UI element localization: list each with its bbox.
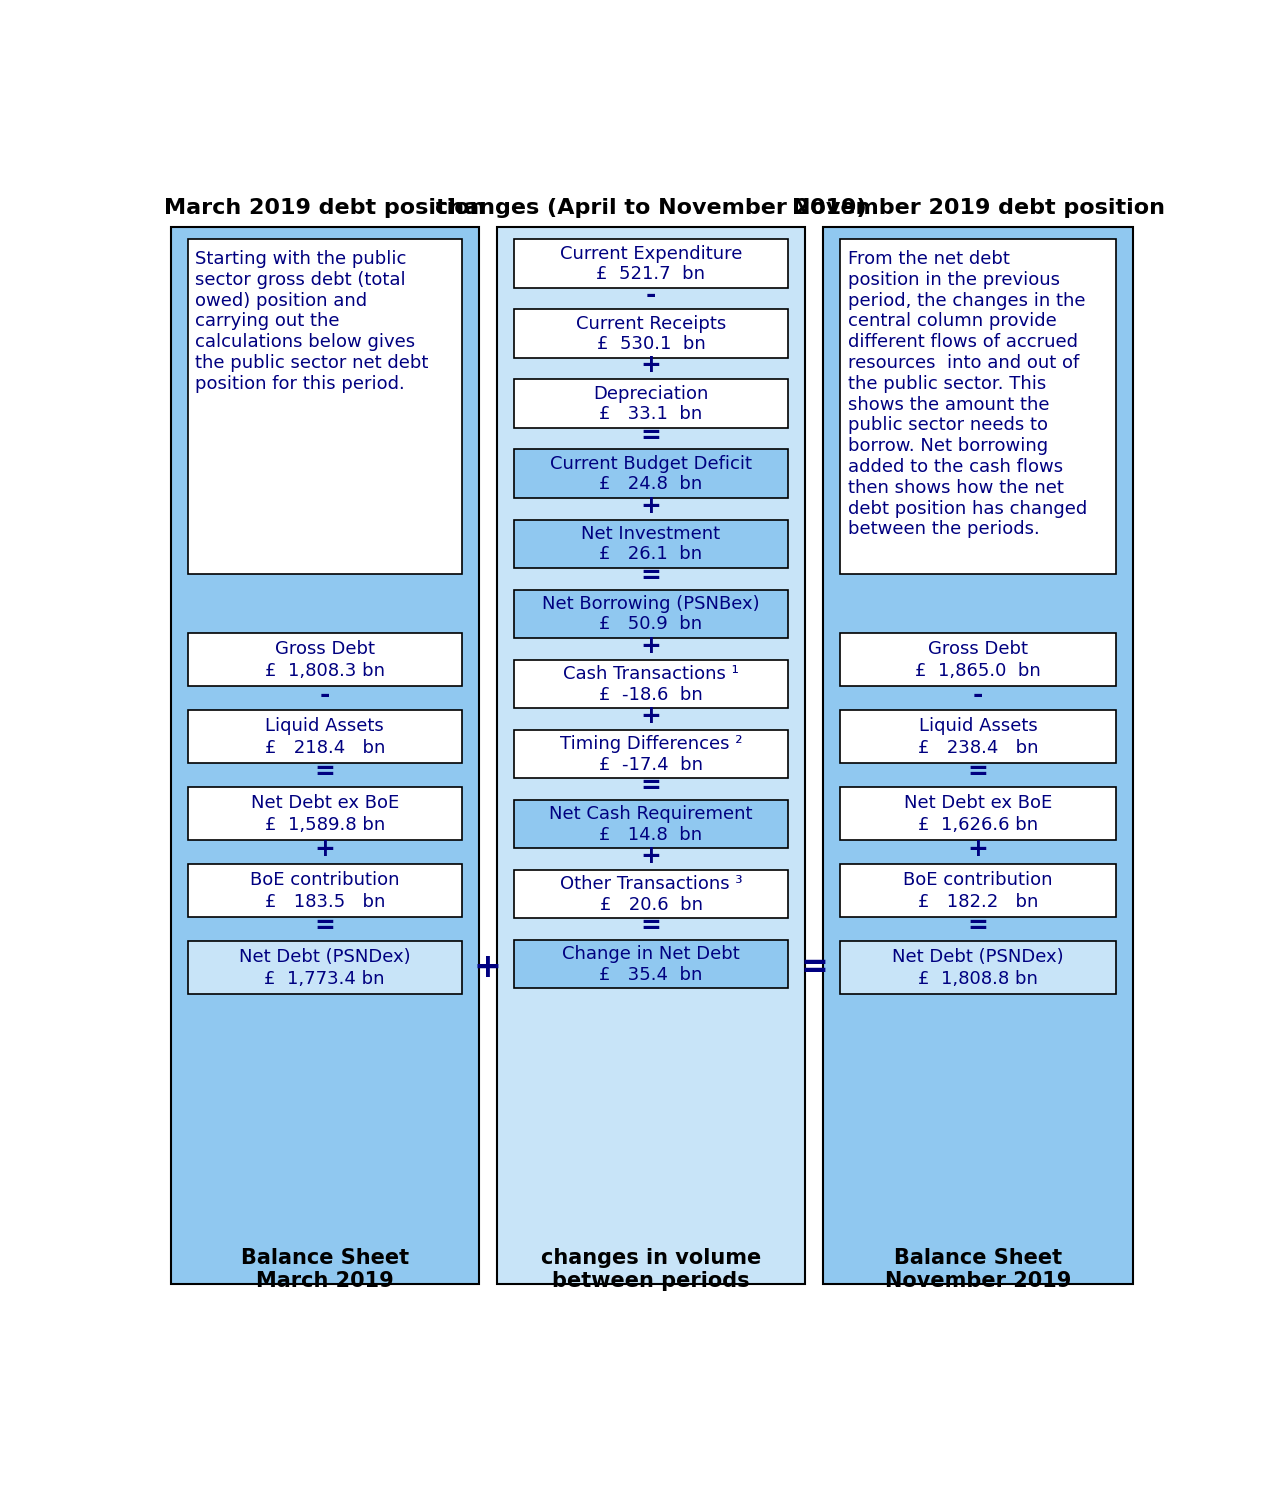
FancyBboxPatch shape <box>840 633 1116 685</box>
Text: £   183.5   bn: £ 183.5 bn <box>264 893 385 911</box>
Text: Gross Debt: Gross Debt <box>275 640 375 658</box>
Text: +: + <box>314 838 336 861</box>
Text: Cash Transactions ¹: Cash Transactions ¹ <box>563 666 738 684</box>
Text: £   24.8  bn: £ 24.8 bn <box>600 475 703 493</box>
Text: BoE contribution: BoE contribution <box>904 872 1052 890</box>
Text: Net Debt (PSNDex): Net Debt (PSNDex) <box>892 948 1064 966</box>
Text: Net Borrowing (PSNBex): Net Borrowing (PSNBex) <box>543 596 760 614</box>
Text: Balance Sheet
November 2019: Balance Sheet November 2019 <box>885 1248 1071 1291</box>
Text: £   50.9  bn: £ 50.9 bn <box>600 615 703 633</box>
Text: =: = <box>641 773 661 797</box>
FancyBboxPatch shape <box>188 239 461 575</box>
Text: £   238.4   bn: £ 238.4 bn <box>918 739 1038 757</box>
Text: Change in Net Debt: Change in Net Debt <box>562 945 740 963</box>
FancyBboxPatch shape <box>513 379 788 428</box>
Text: £  1,773.4 bn: £ 1,773.4 bn <box>264 970 385 988</box>
Text: Net Debt (PSNDex): Net Debt (PSNDex) <box>239 948 411 966</box>
Text: =: = <box>967 760 989 784</box>
Text: Liquid Assets: Liquid Assets <box>919 717 1037 735</box>
Text: £  1,626.6 bn: £ 1,626.6 bn <box>918 817 1038 835</box>
Text: =: = <box>314 760 336 784</box>
FancyBboxPatch shape <box>170 227 479 1284</box>
FancyBboxPatch shape <box>513 941 788 988</box>
Text: Depreciation: Depreciation <box>594 385 709 403</box>
FancyBboxPatch shape <box>188 787 461 841</box>
Text: Net Debt ex BoE: Net Debt ex BoE <box>904 794 1052 812</box>
FancyBboxPatch shape <box>188 942 461 994</box>
Text: £   33.1  bn: £ 33.1 bn <box>600 405 703 424</box>
FancyBboxPatch shape <box>513 730 788 778</box>
Text: +: + <box>641 494 661 518</box>
Text: Gross Debt: Gross Debt <box>928 640 1028 658</box>
Text: £  521.7  bn: £ 521.7 bn <box>596 266 705 284</box>
Text: -: - <box>972 684 984 708</box>
Text: £   218.4   bn: £ 218.4 bn <box>264 739 385 757</box>
FancyBboxPatch shape <box>513 520 788 567</box>
Text: £   20.6  bn: £ 20.6 bn <box>600 896 703 914</box>
Text: =: = <box>641 564 661 588</box>
FancyBboxPatch shape <box>840 942 1116 994</box>
Text: £  -17.4  bn: £ -17.4 bn <box>599 755 703 773</box>
Text: Current Receipts: Current Receipts <box>576 315 726 333</box>
Text: BoE contribution: BoE contribution <box>250 872 399 890</box>
Text: Current Budget Deficit: Current Budget Deficit <box>550 455 752 473</box>
Text: £  530.1  bn: £ 530.1 bn <box>596 336 705 354</box>
FancyBboxPatch shape <box>513 449 788 499</box>
Text: £   35.4  bn: £ 35.4 bn <box>600 966 703 984</box>
FancyBboxPatch shape <box>188 633 461 685</box>
Text: +: + <box>641 354 661 378</box>
Text: From the net debt
position in the previous
period, the changes in the
central co: From the net debt position in the previo… <box>848 249 1087 539</box>
Text: =: = <box>801 951 829 984</box>
Text: Net Investment: Net Investment <box>581 526 721 543</box>
Text: £   14.8  bn: £ 14.8 bn <box>600 826 703 844</box>
Text: =: = <box>641 424 661 448</box>
Text: £  1,808.3 bn: £ 1,808.3 bn <box>264 663 385 681</box>
FancyBboxPatch shape <box>513 239 788 288</box>
Text: £  -18.6  bn: £ -18.6 bn <box>599 685 703 703</box>
Text: £   182.2   bn: £ 182.2 bn <box>918 893 1038 911</box>
Text: £  1,865.0  bn: £ 1,865.0 bn <box>915 663 1041 681</box>
Text: Starting with the public
sector gross debt (total
owed) position and
carrying ou: Starting with the public sector gross de… <box>196 249 428 393</box>
Text: March 2019 debt position: March 2019 debt position <box>164 199 486 218</box>
FancyBboxPatch shape <box>513 870 788 918</box>
Text: changes in volume
between periods: changes in volume between periods <box>541 1248 761 1291</box>
FancyBboxPatch shape <box>513 590 788 638</box>
FancyBboxPatch shape <box>824 227 1132 1284</box>
FancyBboxPatch shape <box>840 864 1116 917</box>
Text: +: + <box>967 838 989 861</box>
Text: £  1,808.8 bn: £ 1,808.8 bn <box>918 970 1038 988</box>
Text: Other Transactions ³: Other Transactions ³ <box>559 875 742 893</box>
Text: +: + <box>474 951 502 984</box>
FancyBboxPatch shape <box>840 711 1116 763</box>
FancyBboxPatch shape <box>840 787 1116 841</box>
Text: +: + <box>641 635 661 658</box>
Text: Timing Differences ²: Timing Differences ² <box>559 735 742 754</box>
FancyBboxPatch shape <box>513 309 788 358</box>
Text: Net Debt ex BoE: Net Debt ex BoE <box>250 794 399 812</box>
Text: =: = <box>314 914 336 938</box>
Text: Net Cash Requirement: Net Cash Requirement <box>549 805 752 823</box>
Text: =: = <box>967 914 989 938</box>
FancyBboxPatch shape <box>513 660 788 708</box>
Text: Liquid Assets: Liquid Assets <box>266 717 384 735</box>
Text: changes (April to November 2019): changes (April to November 2019) <box>435 199 867 218</box>
Text: =: = <box>641 914 661 938</box>
Text: +: + <box>641 703 661 729</box>
Text: November 2019 debt position: November 2019 debt position <box>792 199 1164 218</box>
FancyBboxPatch shape <box>497 227 806 1284</box>
Text: +: + <box>641 844 661 867</box>
Text: Current Expenditure: Current Expenditure <box>559 245 742 263</box>
Text: £  1,589.8 bn: £ 1,589.8 bn <box>264 817 385 835</box>
Text: -: - <box>646 284 656 308</box>
Text: -: - <box>319 684 330 708</box>
FancyBboxPatch shape <box>513 800 788 848</box>
FancyBboxPatch shape <box>840 239 1116 575</box>
Text: £   26.1  bn: £ 26.1 bn <box>600 545 703 563</box>
FancyBboxPatch shape <box>188 711 461 763</box>
Text: Balance Sheet
March 2019: Balance Sheet March 2019 <box>240 1248 409 1291</box>
FancyBboxPatch shape <box>188 864 461 917</box>
